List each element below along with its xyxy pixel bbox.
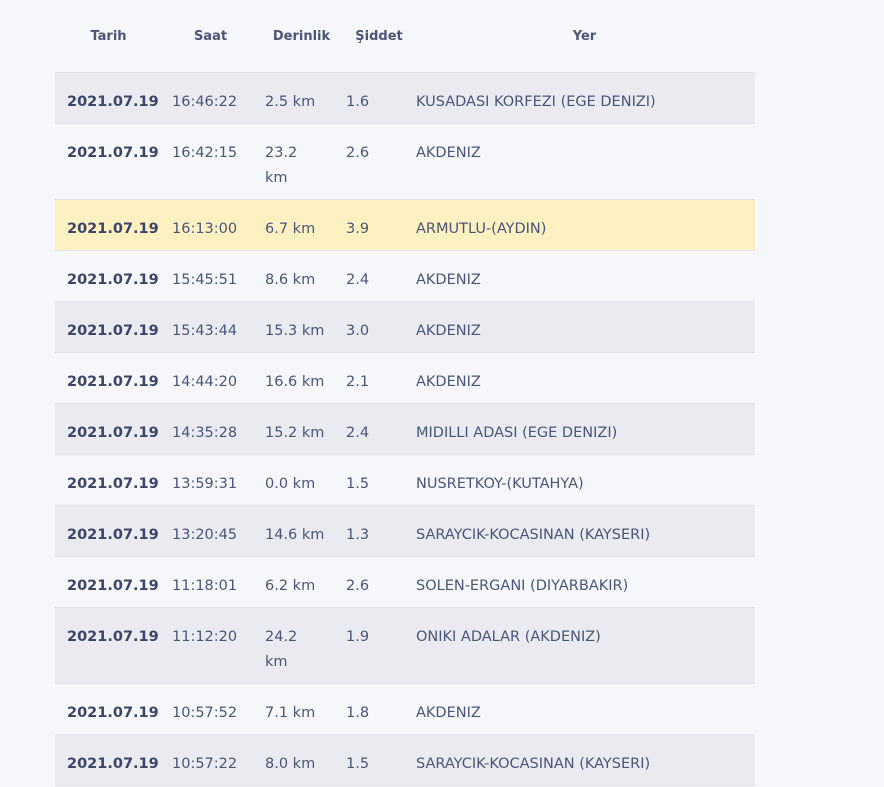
cell-date: 2021.07.19 (55, 505, 162, 557)
cell-magnitude: 3.9 (344, 199, 414, 251)
cell-depth: 16.6 km (259, 352, 344, 404)
cell-time: 13:20:45 (162, 505, 259, 557)
cell-date: 2021.07.19 (55, 123, 162, 200)
cell-date: 2021.07.19 (55, 250, 162, 302)
cell-magnitude: 2.6 (344, 556, 414, 608)
header-depth[interactable]: Derinlik (259, 0, 344, 73)
table-row[interactable]: 2021.07.19 14:35:28 15.2 km 2.4 MIDILLI … (55, 403, 755, 455)
cell-depth: 23.2 km (259, 123, 344, 200)
cell-depth: 7.1 km (259, 683, 344, 735)
cell-time: 16:42:15 (162, 123, 259, 200)
cell-time: 14:44:20 (162, 352, 259, 404)
cell-time: 10:57:22 (162, 734, 259, 786)
cell-location: SOLEN-ERGANI (DIYARBAKIR) (414, 556, 755, 608)
cell-time: 11:12:20 (162, 607, 259, 684)
cell-date: 2021.07.19 (55, 734, 162, 786)
header-row: Tarih Saat Derinlik Şiddet Yer (55, 0, 755, 73)
cell-depth: 8.6 km (259, 250, 344, 302)
cell-time: 13:59:31 (162, 454, 259, 506)
cell-depth: 6.7 km (259, 199, 344, 251)
depth-value: 24.2 km (265, 629, 298, 670)
table-row-highlighted[interactable]: 2021.07.19 16:13:00 6.7 km 3.9 ARMUTLU-(… (55, 199, 755, 251)
cell-location: AKDENIZ (414, 301, 755, 353)
cell-time: 11:18:01 (162, 556, 259, 608)
cell-location: KUSADASI KORFEZI (EGE DENIZI) (414, 72, 755, 124)
cell-magnitude: 1.8 (344, 683, 414, 735)
table-row[interactable]: 2021.07.19 10:57:22 8.0 km 1.5 SARAYCIK-… (55, 734, 755, 786)
cell-magnitude: 1.3 (344, 505, 414, 557)
table-body: 2021.07.19 16:46:22 2.5 km 1.6 KUSADASI … (55, 72, 755, 786)
cell-magnitude: 2.6 (344, 123, 414, 200)
cell-date: 2021.07.19 (55, 556, 162, 608)
table-row[interactable]: 2021.07.19 14:44:20 16.6 km 2.1 AKDENIZ (55, 352, 755, 404)
cell-location: NUSRETKOY-(KUTAHYA) (414, 454, 755, 506)
table-row[interactable]: 2021.07.19 11:12:20 24.2 km 1.9 ONIKI AD… (55, 607, 755, 684)
cell-depth: 15.2 km (259, 403, 344, 455)
cell-date: 2021.07.19 (55, 683, 162, 735)
table-row[interactable]: 2021.07.19 11:18:01 6.2 km 2.6 SOLEN-ERG… (55, 556, 755, 608)
table-header: Tarih Saat Derinlik Şiddet Yer (55, 0, 755, 73)
cell-time: 16:46:22 (162, 72, 259, 124)
cell-depth: 8.0 km (259, 734, 344, 786)
table-row[interactable]: 2021.07.19 13:20:45 14.6 km 1.3 SARAYCIK… (55, 505, 755, 557)
cell-magnitude: 2.4 (344, 250, 414, 302)
cell-time: 15:45:51 (162, 250, 259, 302)
table-row[interactable]: 2021.07.19 16:42:15 23.2 km 2.6 AKDENIZ (55, 123, 755, 200)
cell-depth: 2.5 km (259, 72, 344, 124)
cell-magnitude: 1.5 (344, 734, 414, 786)
cell-time: 16:13:00 (162, 199, 259, 251)
cell-magnitude: 1.5 (344, 454, 414, 506)
cell-location: AKDENIZ (414, 352, 755, 404)
cell-date: 2021.07.19 (55, 403, 162, 455)
cell-location: AKDENIZ (414, 250, 755, 302)
earthquake-table: Tarih Saat Derinlik Şiddet Yer 2021.07.1… (55, 0, 755, 786)
cell-depth: 6.2 km (259, 556, 344, 608)
cell-time: 15:43:44 (162, 301, 259, 353)
cell-depth: 15.3 km (259, 301, 344, 353)
header-magnitude[interactable]: Şiddet (344, 0, 414, 73)
cell-magnitude: 3.0 (344, 301, 414, 353)
table-row[interactable]: 2021.07.19 10:57:52 7.1 km 1.8 AKDENIZ (55, 683, 755, 735)
cell-date: 2021.07.19 (55, 352, 162, 404)
cell-location: AKDENIZ (414, 683, 755, 735)
cell-depth: 14.6 km (259, 505, 344, 557)
cell-location: AKDENIZ (414, 123, 755, 200)
table-row[interactable]: 2021.07.19 16:46:22 2.5 km 1.6 KUSADASI … (55, 72, 755, 124)
earthquake-table-container: Tarih Saat Derinlik Şiddet Yer 2021.07.1… (55, 0, 755, 786)
cell-date: 2021.07.19 (55, 454, 162, 506)
cell-time: 10:57:52 (162, 683, 259, 735)
cell-depth: 0.0 km (259, 454, 344, 506)
cell-date: 2021.07.19 (55, 301, 162, 353)
table-row[interactable]: 2021.07.19 15:43:44 15.3 km 3.0 AKDENIZ (55, 301, 755, 353)
cell-time: 14:35:28 (162, 403, 259, 455)
cell-location: ONIKI ADALAR (AKDENIZ) (414, 607, 755, 684)
cell-location: SARAYCIK-KOCASINAN (KAYSERI) (414, 734, 755, 786)
table-row[interactable]: 2021.07.19 15:45:51 8.6 km 2.4 AKDENIZ (55, 250, 755, 302)
cell-date: 2021.07.19 (55, 607, 162, 684)
cell-magnitude: 1.9 (344, 607, 414, 684)
cell-location: ARMUTLU-(AYDIN) (414, 199, 755, 251)
cell-location: SARAYCIK-KOCASINAN (KAYSERI) (414, 505, 755, 557)
cell-magnitude: 2.1 (344, 352, 414, 404)
cell-depth: 24.2 km (259, 607, 344, 684)
header-date[interactable]: Tarih (55, 0, 162, 73)
cell-magnitude: 2.4 (344, 403, 414, 455)
table-row[interactable]: 2021.07.19 13:59:31 0.0 km 1.5 NUSRETKOY… (55, 454, 755, 506)
cell-date: 2021.07.19 (55, 72, 162, 124)
cell-magnitude: 1.6 (344, 72, 414, 124)
cell-location: MIDILLI ADASI (EGE DENIZI) (414, 403, 755, 455)
header-time[interactable]: Saat (162, 0, 259, 73)
header-location[interactable]: Yer (414, 0, 755, 73)
cell-date: 2021.07.19 (55, 199, 162, 251)
depth-value: 23.2 km (265, 145, 298, 186)
